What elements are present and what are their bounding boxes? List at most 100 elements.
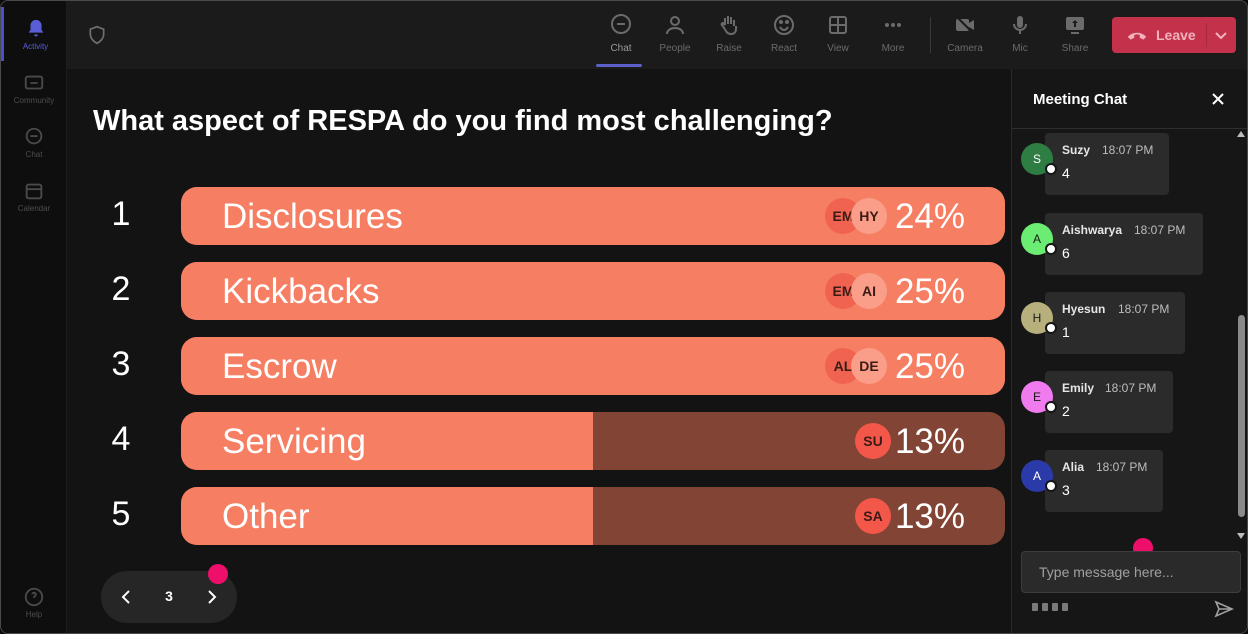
poll-option-number: 3 bbox=[111, 345, 131, 383]
poll-option-bar: Kickbacks EM AI 25% bbox=[181, 262, 1005, 320]
shield-icon[interactable] bbox=[87, 25, 107, 45]
mic-button[interactable]: Mic bbox=[997, 9, 1043, 63]
app-rail: Activity Community Chat Calendar Help bbox=[1, 1, 67, 633]
chat-header: Meeting Chat bbox=[1012, 69, 1247, 129]
message-text: 6 bbox=[1062, 245, 1070, 261]
scrollbar-thumb[interactable] bbox=[1238, 315, 1245, 517]
message-bubble bbox=[1045, 450, 1163, 512]
people-button[interactable]: People bbox=[652, 9, 698, 63]
avatar[interactable]: E bbox=[1021, 381, 1053, 413]
meeting-chat-panel: Meeting Chat S Suzy 18:07 PM 4 A Aishwarya 18:… bbox=[1011, 69, 1247, 633]
chat-message: S Suzy 18:07 PM 4 bbox=[1012, 129, 1234, 195]
poll-option-percent: 13% bbox=[894, 497, 965, 536]
message-text: 2 bbox=[1062, 403, 1070, 419]
emoji-icon[interactable] bbox=[1052, 603, 1058, 611]
people-button-label: People bbox=[659, 43, 691, 54]
share-button-label: Share bbox=[1061, 43, 1089, 54]
chevron-left-icon[interactable] bbox=[117, 587, 137, 607]
rail-community[interactable]: Community bbox=[1, 61, 67, 115]
poll-option-bar: Other SA 13% bbox=[181, 487, 1005, 545]
scroll-down-arrow-icon[interactable] bbox=[1237, 533, 1245, 539]
meeting-toolbar: Chat People Raise React View More Camera bbox=[67, 1, 1247, 69]
calendar-icon bbox=[25, 183, 43, 199]
message-text: 1 bbox=[1062, 324, 1070, 340]
message-timestamp: 18:07 PM bbox=[1118, 302, 1170, 316]
poll-option-row: 5 Other SA 13% bbox=[67, 487, 1011, 547]
camera-button-label: Camera bbox=[947, 43, 983, 54]
raise-hand-label: Raise bbox=[716, 43, 742, 54]
poll-option-number: 4 bbox=[111, 420, 131, 458]
poll-option-bar: Disclosures EM HY 24% bbox=[181, 187, 1005, 245]
poll-option-percent: 13% bbox=[894, 422, 965, 461]
raise-hand-button[interactable]: Raise bbox=[706, 9, 752, 63]
presence-status-icon bbox=[1045, 322, 1057, 334]
more-button[interactable]: More bbox=[870, 9, 916, 63]
voter-avatar: SA bbox=[855, 498, 891, 534]
chat-scrollbar[interactable] bbox=[1234, 129, 1247, 545]
chevron-right-icon[interactable] bbox=[201, 587, 221, 607]
react-button[interactable]: React bbox=[761, 9, 807, 63]
camera-button[interactable]: Camera bbox=[942, 9, 988, 63]
chat-title: Meeting Chat bbox=[1033, 91, 1128, 108]
sender-name: Emily bbox=[1062, 381, 1095, 395]
presence-status-icon bbox=[1045, 243, 1057, 255]
poll-option-bar: Servicing SU 13% bbox=[181, 412, 1005, 470]
sender-name: Hyesun bbox=[1062, 302, 1106, 316]
hand-icon bbox=[720, 16, 737, 36]
voter-avatar: AI bbox=[851, 273, 887, 309]
chat-button-label: Chat bbox=[610, 43, 632, 54]
pointer-indicator-dot bbox=[208, 564, 228, 584]
message-bubble bbox=[1045, 371, 1173, 433]
message-timestamp: 18:07 PM bbox=[1096, 460, 1148, 474]
chat-message: H Hyesun 18:07 PM 1 bbox=[1012, 288, 1234, 354]
rail-activity[interactable]: Activity bbox=[1, 7, 67, 61]
presence-status-icon bbox=[1045, 163, 1057, 175]
poll-option-row: 3 Escrow AL DE 25% bbox=[67, 337, 1011, 397]
rail-calendar[interactable]: Calendar bbox=[1, 169, 67, 223]
rail-chat-label: Chat bbox=[25, 149, 43, 159]
mic-button-label: Mic bbox=[1012, 43, 1028, 54]
sender-name: Aishwarya bbox=[1062, 223, 1123, 237]
poll-option-bar-fill bbox=[181, 487, 593, 545]
rail-help[interactable]: Help bbox=[1, 575, 67, 629]
close-icon[interactable] bbox=[1210, 91, 1226, 107]
gif-icon[interactable] bbox=[1062, 603, 1068, 611]
leave-divider bbox=[1206, 23, 1207, 47]
chat-button[interactable]: Chat bbox=[596, 9, 644, 67]
chat-compose-box[interactable] bbox=[1021, 551, 1241, 593]
chat-message-input[interactable] bbox=[1022, 552, 1240, 592]
poll-option-label: Kickbacks bbox=[222, 272, 380, 311]
voter-avatar: HY bbox=[851, 198, 887, 234]
poll-option-percent: 24% bbox=[894, 197, 965, 236]
scroll-up-arrow-icon[interactable] bbox=[1237, 131, 1245, 137]
send-icon[interactable] bbox=[1214, 599, 1234, 619]
community-icon bbox=[24, 75, 44, 89]
view-button[interactable]: View bbox=[815, 9, 861, 63]
react-button-label: React bbox=[770, 43, 798, 54]
format-icon[interactable] bbox=[1032, 603, 1038, 611]
poll-option-label: Escrow bbox=[222, 347, 337, 386]
poll-option-bar-fill bbox=[181, 412, 593, 470]
hang-up-icon bbox=[1127, 32, 1147, 40]
sender-name: Suzy bbox=[1062, 143, 1091, 157]
chat-message-list[interactable]: S Suzy 18:07 PM 4 A Aishwarya 18:07 PM 6 H Hyesun… bbox=[1012, 129, 1234, 545]
formatting-toolbar bbox=[1032, 603, 1068, 615]
leave-button[interactable]: Leave bbox=[1112, 17, 1236, 53]
share-button[interactable]: Share bbox=[1052, 9, 1098, 63]
poll-option-label: Other bbox=[222, 497, 310, 536]
message-timestamp: 18:07 PM bbox=[1134, 223, 1186, 237]
attach-icon[interactable] bbox=[1042, 603, 1048, 611]
poll-option-percent: 25% bbox=[894, 347, 965, 386]
poll-option-row: 2 Kickbacks EM AI 25% bbox=[67, 262, 1011, 322]
people-icon bbox=[666, 16, 684, 35]
message-timestamp: 18:07 PM bbox=[1102, 143, 1154, 157]
sender-name: Alia bbox=[1062, 460, 1085, 474]
message-bubble bbox=[1045, 133, 1169, 195]
rail-chat[interactable]: Chat bbox=[1, 115, 67, 169]
leave-button-label: Leave bbox=[1156, 27, 1196, 43]
chevron-down-icon[interactable] bbox=[1214, 28, 1228, 42]
message-text: 3 bbox=[1062, 482, 1070, 498]
voter-avatar: SU bbox=[855, 423, 891, 459]
more-dots-icon bbox=[885, 23, 901, 27]
